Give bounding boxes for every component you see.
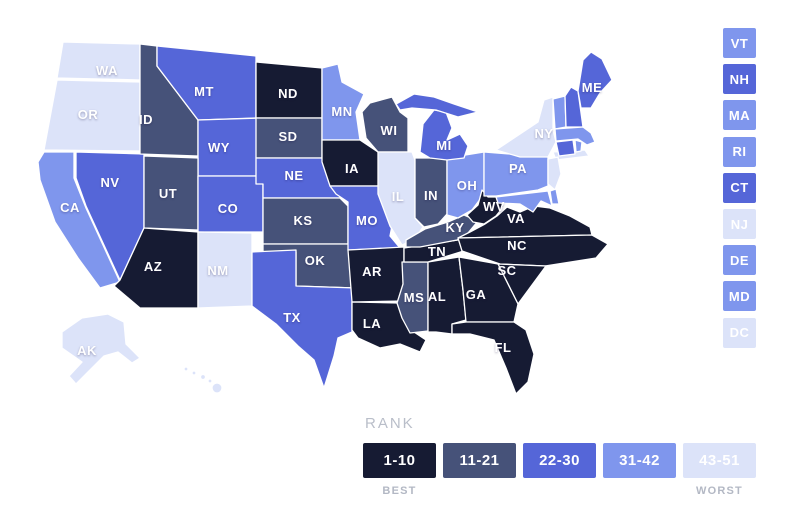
- state-ct[interactable]: [555, 139, 576, 157]
- state-box-de[interactable]: DE: [723, 245, 756, 276]
- legend-worst-label: WORST: [696, 485, 743, 497]
- state-ak[interactable]: [61, 313, 141, 385]
- state-wy-label: WY: [208, 140, 230, 155]
- state-fl[interactable]: [451, 321, 535, 395]
- state-mn-label: MN: [331, 104, 352, 119]
- state-de[interactable]: [549, 188, 560, 205]
- state-ca[interactable]: [37, 151, 121, 289]
- legend-best-label: BEST: [382, 485, 417, 497]
- legend-bucket-cell: 22-30: [523, 443, 596, 498]
- state-ky[interactable]: [405, 214, 479, 248]
- legend-sub-spacer: [603, 485, 676, 498]
- state-hi-island[interactable]: [207, 378, 213, 384]
- state-ms-label: MS: [404, 290, 425, 305]
- state-labels: WA OR CA NV ID MT WY UT CO AZ NM AK TX O…: [60, 63, 602, 358]
- state-ne-label: NE: [284, 168, 303, 183]
- state-box-nh[interactable]: NH: [723, 64, 756, 95]
- state-box-ri[interactable]: RI: [723, 136, 756, 167]
- legend-buckets: 1-10 BEST 11-21 22-30 31-42 43-51 WORST: [363, 443, 756, 498]
- legend-sub-spacer: [523, 485, 596, 498]
- state-tx-label: TX: [283, 310, 301, 325]
- state-me[interactable]: [577, 51, 613, 109]
- legend-bucket-cell: 31-42: [603, 443, 676, 498]
- state-mi-upper-peninsula[interactable]: [395, 93, 479, 118]
- state-wa-label: WA: [96, 63, 118, 78]
- state-in-label: IN: [424, 188, 438, 203]
- state-mi-label: MI: [436, 138, 451, 153]
- state-ut-label: UT: [159, 186, 177, 201]
- state-shapes: [37, 41, 613, 395]
- state-box-md[interactable]: MD: [723, 281, 756, 312]
- state-il-label: IL: [392, 189, 405, 204]
- state-hi-island[interactable]: [191, 370, 197, 376]
- state-ma[interactable]: [554, 126, 596, 146]
- state-box-vt[interactable]: VT: [723, 28, 756, 58]
- state-mn[interactable]: [321, 63, 365, 141]
- state-oh-label: OH: [457, 178, 478, 193]
- state-id-label: ID: [139, 112, 153, 127]
- state-or-label: OR: [78, 107, 99, 122]
- state-tx[interactable]: [251, 249, 357, 389]
- legend-sub-spacer: [443, 485, 516, 498]
- rank-legend: RANK 1-10 BEST 11-21 22-30 31-42 43-51 WORST: [363, 415, 756, 498]
- state-mt-label: MT: [194, 84, 214, 99]
- state-hi-island[interactable]: [211, 382, 223, 394]
- state-sc-label: SC: [497, 263, 516, 278]
- state-ri[interactable]: [574, 139, 583, 153]
- state-ny-label: NY: [534, 126, 553, 141]
- state-box-dc[interactable]: DC: [723, 317, 756, 348]
- state-nc[interactable]: [457, 234, 609, 267]
- state-hi-island[interactable]: [183, 366, 189, 372]
- state-wi-label: WI: [381, 123, 398, 138]
- state-md[interactable]: [495, 190, 553, 213]
- state-box-ma[interactable]: MA: [723, 100, 756, 131]
- state-box-ct[interactable]: CT: [723, 172, 756, 203]
- state-hi-island[interactable]: [199, 373, 207, 381]
- state-pa-label: PA: [509, 161, 527, 176]
- state-fl-label: FL: [495, 340, 512, 355]
- legend-bucket-43-51[interactable]: 43-51: [683, 443, 756, 478]
- legend-bucket-22-30[interactable]: 22-30: [523, 443, 596, 478]
- state-ny[interactable]: [495, 96, 557, 158]
- state-ga-label: GA: [466, 287, 487, 302]
- legend-title: RANK: [365, 415, 415, 432]
- state-ks-label: KS: [293, 213, 312, 228]
- state-ia-label: IA: [345, 161, 359, 176]
- state-vt[interactable]: [552, 95, 567, 130]
- state-mo-label: MO: [356, 213, 378, 228]
- state-me-label: ME: [582, 80, 603, 95]
- state-nm-label: NM: [207, 263, 228, 278]
- state-box-nj[interactable]: NJ: [723, 209, 756, 239]
- state-wv-label: WV: [483, 199, 505, 214]
- state-nd-label: ND: [278, 86, 298, 101]
- state-nj[interactable]: [547, 156, 562, 191]
- legend-bucket-1-10[interactable]: 1-10: [363, 443, 436, 478]
- legend-bucket-cell: 1-10 BEST: [363, 443, 436, 498]
- state-mi[interactable]: [419, 109, 469, 161]
- state-nv-label: NV: [100, 175, 119, 190]
- state-ky-label: KY: [445, 220, 464, 235]
- legend-bucket-cell: 11-21: [443, 443, 516, 498]
- legend-bucket-cell: 43-51 WORST: [683, 443, 756, 498]
- state-la-label: LA: [363, 316, 381, 331]
- state-az-label: AZ: [144, 259, 162, 274]
- state-wi[interactable]: [361, 96, 409, 153]
- state-ok-label: OK: [305, 253, 326, 268]
- state-ak-label: AK: [77, 343, 97, 358]
- state-sd-label: SD: [278, 129, 297, 144]
- legend-bucket-31-42[interactable]: 31-42: [603, 443, 676, 478]
- state-co-label: CO: [218, 201, 239, 216]
- state-va-label: VA: [507, 211, 525, 226]
- state-ar-label: AR: [362, 264, 382, 279]
- legend-bucket-11-21[interactable]: 11-21: [443, 443, 516, 478]
- state-ca-label: CA: [60, 200, 80, 215]
- state-al-label: AL: [428, 289, 446, 304]
- state-nc-label: NC: [507, 238, 527, 253]
- state-tn-label: TN: [428, 244, 446, 259]
